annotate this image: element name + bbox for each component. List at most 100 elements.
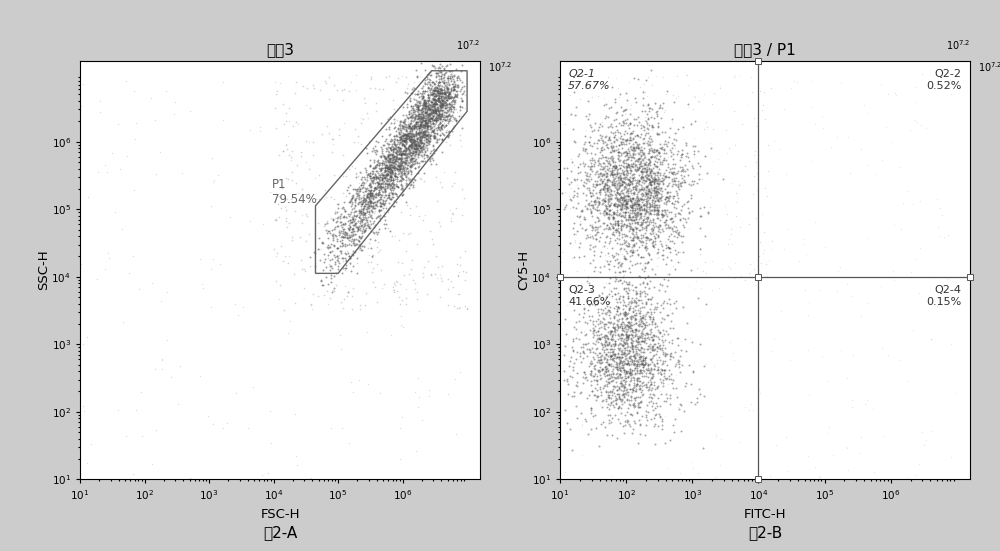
Point [404, 121, 420, 129]
Point [654, 145, 670, 154]
Point [353, 221, 369, 230]
Point [409, 89, 425, 98]
Point [628, 309, 644, 317]
Point [614, 211, 630, 220]
Point [372, 201, 388, 210]
Point [386, 140, 402, 149]
Point [749, 185, 765, 194]
Point [590, 392, 606, 401]
Point [644, 196, 660, 204]
Point [609, 126, 625, 134]
Point [634, 334, 650, 343]
Point [413, 117, 429, 126]
Point [420, 152, 436, 160]
Point [625, 247, 641, 256]
Point [396, 166, 412, 175]
Point [353, 199, 369, 208]
Point [445, 112, 461, 121]
Point [612, 174, 628, 183]
Point [426, 134, 442, 143]
Point [380, 150, 396, 159]
Point [428, 96, 444, 105]
Point [608, 275, 624, 284]
Point [392, 126, 408, 134]
Point [651, 148, 667, 156]
Point [636, 212, 652, 220]
Point [419, 106, 435, 115]
Point [373, 163, 389, 172]
Point [629, 142, 645, 150]
Point [617, 208, 633, 217]
Point [642, 178, 658, 187]
Point [445, 107, 461, 116]
Point [347, 229, 363, 238]
Point [603, 169, 619, 178]
Point [608, 74, 624, 83]
Point [562, 91, 578, 100]
Point [408, 140, 424, 149]
Point [609, 136, 625, 144]
Point [583, 240, 599, 249]
Point [337, 282, 353, 291]
Point [641, 139, 657, 148]
Point [345, 237, 361, 246]
Point [427, 98, 443, 106]
Point [400, 158, 416, 166]
Point [646, 187, 662, 196]
Point [439, 126, 455, 134]
Point [192, 371, 208, 380]
Point [643, 379, 659, 388]
Point [640, 386, 656, 395]
Point [637, 171, 653, 180]
Point [427, 107, 443, 116]
Point [616, 390, 632, 398]
Point [589, 300, 605, 309]
Point [418, 141, 434, 149]
Point [348, 170, 364, 179]
Point [609, 170, 625, 179]
Point [619, 197, 635, 206]
Point [584, 127, 600, 136]
Point [381, 162, 397, 171]
Point [640, 329, 656, 338]
Point [597, 335, 613, 344]
Point [420, 96, 436, 105]
Point [422, 102, 438, 111]
Point [689, 393, 705, 402]
Point [590, 136, 606, 144]
Point [612, 338, 628, 347]
Point [646, 361, 662, 370]
Point [631, 204, 647, 213]
Point [596, 186, 612, 195]
Point [654, 281, 670, 290]
Point [380, 152, 396, 161]
Point [374, 170, 390, 179]
Point [600, 390, 616, 399]
Point [356, 228, 372, 237]
Point [335, 263, 351, 272]
Point [301, 138, 317, 147]
Point [323, 274, 339, 283]
Point [625, 385, 641, 394]
Point [441, 94, 457, 102]
Point [370, 137, 386, 146]
Point [761, 255, 777, 264]
Point [611, 362, 627, 371]
Point [621, 213, 637, 222]
Point [416, 127, 432, 136]
Point [434, 136, 450, 144]
Point [379, 182, 395, 191]
Point [566, 175, 582, 183]
Point [631, 236, 647, 245]
Point [708, 432, 724, 441]
Point [412, 127, 428, 136]
Point [415, 99, 431, 107]
Point [425, 101, 441, 110]
Point [386, 157, 402, 166]
Point [597, 422, 613, 431]
Point [727, 71, 743, 79]
Point [397, 136, 413, 145]
Point [669, 357, 685, 366]
Point [420, 129, 436, 138]
Point [599, 209, 615, 218]
